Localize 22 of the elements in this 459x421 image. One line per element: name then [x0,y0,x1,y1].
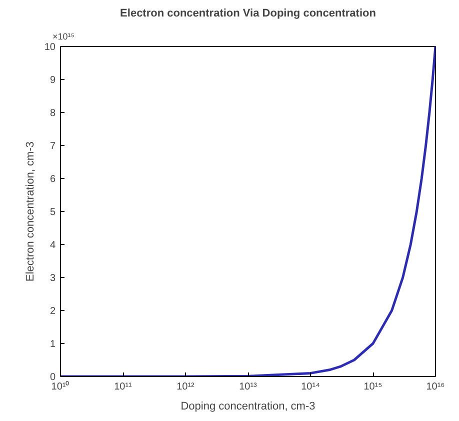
x-tick-label: 10¹¹ [114,382,133,392]
y-tick-label: 4 [50,240,56,251]
x-tick-label: 10¹⁵ [364,382,382,392]
y-tick-label: 8 [50,108,56,119]
y-tick-label: 10 [44,42,56,53]
y-tick-label: 1 [50,339,56,350]
x-tick-label: 10¹⁴ [301,382,320,392]
chart-title: Electron concentration Via Doping concentration [120,8,376,20]
x-tick-label: 10¹² [176,382,196,392]
y-tick-label: 9 [50,75,56,86]
y-tick-label: 6 [50,174,56,185]
y-tick-label: 0 [50,372,56,383]
y-tick-label: 3 [50,273,56,284]
y-tick-label: 2 [50,306,56,317]
text: ×10¹⁵ [52,32,75,42]
y-axis-title: Electron concentration, cm-3 [24,141,36,282]
x-tick-label: 10¹⁰ [51,380,70,392]
y-tick-label: 5 [50,207,56,218]
x-tick-label: 10¹⁶ [426,382,445,392]
y-tick-label: 7 [50,141,56,152]
x-axis-title: Doping concentration, cm-3 [180,400,316,412]
x-tick-label: 10¹³ [239,382,258,392]
